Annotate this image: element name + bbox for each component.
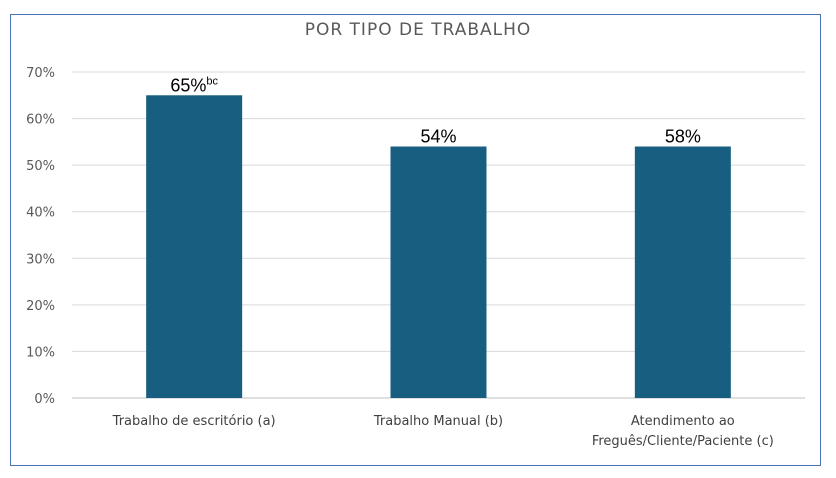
x-category-label: Atendimento ao Freguês/Cliente/Paciente (… — [592, 414, 774, 449]
data-label: 58% — [665, 127, 701, 147]
bar — [390, 146, 487, 398]
y-tick-label: 0% — [34, 392, 55, 407]
y-tick-label: 60% — [26, 113, 55, 128]
y-tick-label: 10% — [26, 345, 55, 360]
y-tick-label: 70% — [26, 66, 55, 81]
y-tick-label: 40% — [26, 206, 55, 221]
chart-title: POR TIPO DE TRABALHO — [304, 20, 532, 40]
y-tick-label: 30% — [26, 252, 55, 267]
bar — [634, 146, 731, 398]
data-label: 65%bc — [170, 75, 218, 95]
x-category-label: Trabalho de escritório (a) — [112, 414, 276, 429]
data-label: 54% — [420, 127, 456, 147]
y-tick-label: 50% — [26, 159, 55, 174]
y-tick-label: 20% — [26, 299, 55, 314]
x-category-label: Trabalho Manual (b) — [373, 414, 503, 429]
bar — [146, 95, 243, 399]
